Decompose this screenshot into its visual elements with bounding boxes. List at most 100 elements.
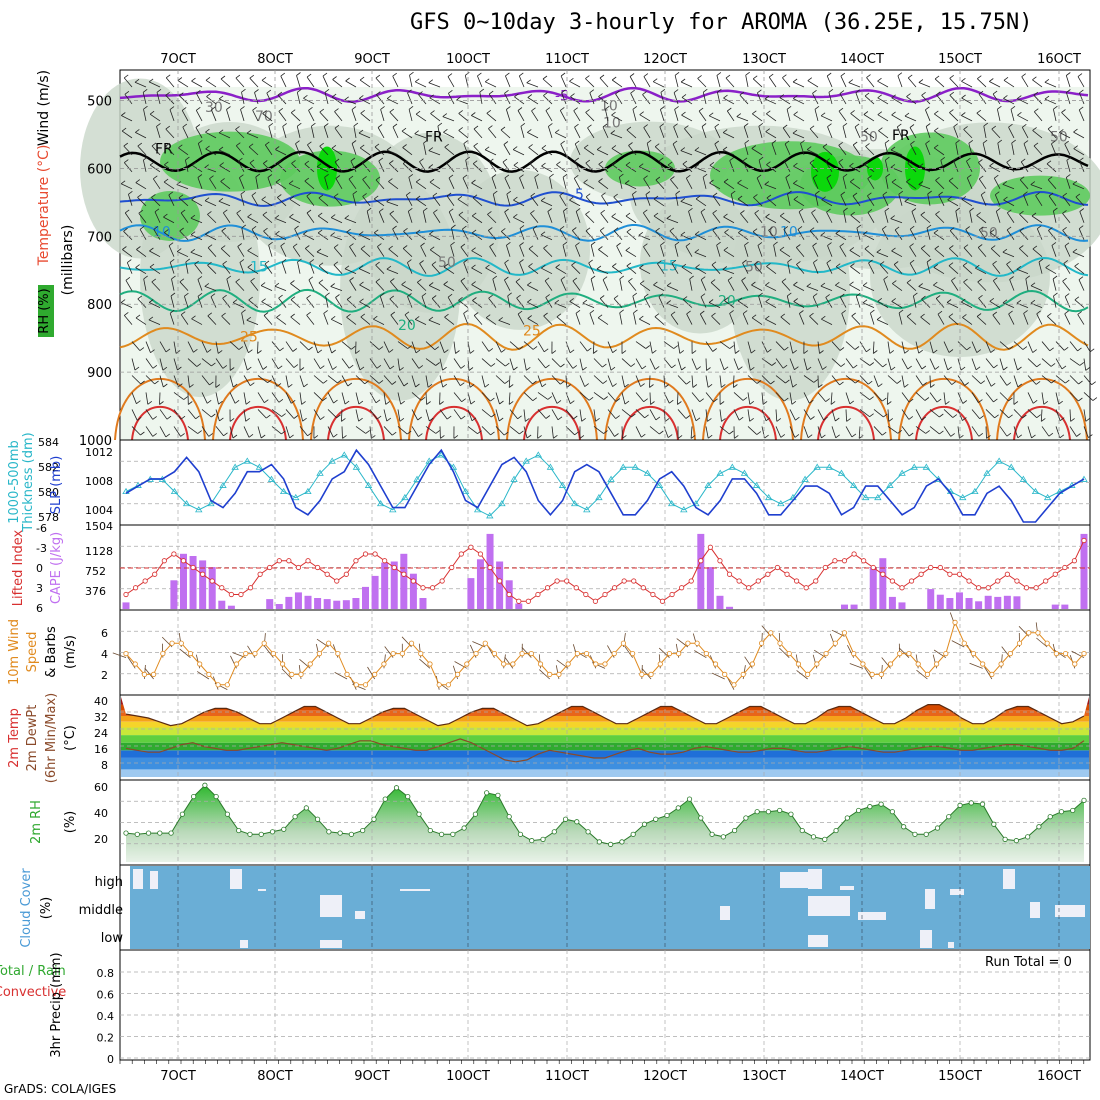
- wind-barb: [179, 230, 189, 241]
- wind-barb-flag: [765, 298, 770, 303]
- wind-barb: [473, 315, 483, 325]
- wind-barb-flag: [613, 227, 619, 232]
- wind-barb: [425, 426, 437, 434]
- wind-barb: [123, 77, 133, 88]
- wind-barb-flag: [322, 379, 328, 384]
- wind-barb: [764, 184, 777, 190]
- wind-barb: [528, 248, 539, 257]
- wind-barb: [317, 215, 329, 224]
- wind-barb: [1032, 130, 1043, 139]
- wind-barb: [722, 149, 735, 156]
- wind-barb-flag: [189, 384, 194, 388]
- wind-barb: [700, 279, 707, 291]
- wind-barb-flag: [471, 264, 476, 269]
- wind-barb-flag: [334, 158, 340, 163]
- wind-barb-flag: [989, 78, 994, 82]
- wind-barb: [191, 199, 203, 207]
- cloud-cell: [808, 896, 850, 916]
- rh-line-point: [145, 830, 152, 836]
- wind-barb-flag: [598, 160, 603, 165]
- wind-barb: [537, 358, 546, 369]
- rh-line-point: [732, 827, 738, 834]
- lifted-index-line-point: [487, 564, 493, 571]
- rh-line-point: [337, 830, 343, 836]
- cloud-cell: [840, 886, 854, 890]
- contour-label: 50: [438, 255, 456, 271]
- wind-barb: [425, 375, 429, 388]
- lifted-index-line-point: [535, 591, 541, 598]
- wind-barb-flag: [465, 156, 470, 161]
- wind-barb: [892, 283, 903, 291]
- wind-barb: [793, 183, 805, 190]
- wind-barb-flag: [599, 295, 605, 299]
- wind-barb-flag: [906, 279, 912, 284]
- wind-barb: [201, 358, 212, 367]
- wind-barb: [125, 280, 133, 291]
- wind-barb-flag: [171, 275, 176, 280]
- wind-barb-flag: [947, 196, 952, 201]
- date-label-top: 16OCT: [1037, 52, 1081, 67]
- wind-barb: [723, 132, 735, 139]
- wind-barb-flag: [443, 263, 449, 268]
- wind-barb: [454, 661, 468, 669]
- wind-barb-flag: [307, 141, 312, 146]
- wind-barb: [205, 234, 217, 241]
- wind-barb-flag: [934, 245, 940, 250]
- wind-barb: [953, 160, 959, 172]
- wind-barb-flag: [961, 196, 967, 200]
- wind-barb-flag: [953, 123, 958, 128]
- cape-bar: [946, 598, 954, 609]
- wind-barb: [392, 126, 399, 139]
- wind-barb-flag: [1061, 109, 1066, 113]
- lifted-index-line-point: [592, 598, 599, 604]
- wind-barb-flag: [1078, 397, 1083, 402]
- wind-barb: [473, 128, 483, 139]
- wind-barb-flag: [977, 75, 982, 80]
- wind-barb-flag: [177, 366, 182, 371]
- wind-barb: [515, 281, 525, 291]
- wind-barb: [520, 126, 525, 138]
- wind-barb: [1072, 251, 1085, 258]
- wind-barb: [277, 94, 287, 105]
- wind-barb: [559, 195, 567, 206]
- wind-barb-flag: [639, 280, 645, 285]
- wind-barb-flag: [1062, 192, 1068, 197]
- wind-barb: [1035, 195, 1043, 206]
- wind-barb-flag: [359, 366, 365, 371]
- wind-barb-flag: [766, 161, 771, 166]
- wind-barb: [327, 358, 333, 370]
- wind-barb: [898, 312, 903, 325]
- wind-barb-flag: [930, 384, 935, 388]
- wind-barb-flag: [185, 156, 190, 161]
- wind-barb-flag: [154, 208, 160, 213]
- wind-barb-flag: [809, 227, 815, 232]
- wind-barb-flag: [825, 294, 830, 298]
- wind-barb-flag: [632, 292, 638, 297]
- wind-barb: [472, 197, 483, 207]
- thickness-label: 1000-500mb: [7, 440, 22, 524]
- thickness-line-point: [328, 457, 336, 464]
- wind-barb: [555, 267, 567, 275]
- wind-barb-flag: [333, 244, 339, 248]
- wind-barb-flag: [666, 282, 672, 287]
- wind-barb: [420, 245, 427, 257]
- wind-speed-line-point: [169, 640, 175, 646]
- wind-barb: [887, 375, 898, 384]
- wind-barb: [226, 109, 231, 122]
- wind-barb-flag: [961, 77, 966, 82]
- wind-speed-line-point: [353, 682, 359, 688]
- wind-barb-flag: [176, 181, 182, 185]
- wind-barb: [121, 115, 133, 122]
- wind-barb-flag: [249, 159, 255, 164]
- wind-barb: [963, 247, 973, 257]
- wind-barb-flag: [1076, 433, 1081, 437]
- wind-barb-flag: [477, 72, 482, 77]
- wind-barb-flag: [867, 175, 872, 179]
- wind-barb: [128, 194, 133, 206]
- wind-barb: [978, 93, 987, 105]
- wind-barb-flag: [889, 350, 895, 354]
- wind-barb-flag: [574, 174, 579, 179]
- wind-barb-flag: [545, 294, 550, 298]
- wind-barb: [573, 178, 581, 189]
- wind-barb: [793, 284, 805, 291]
